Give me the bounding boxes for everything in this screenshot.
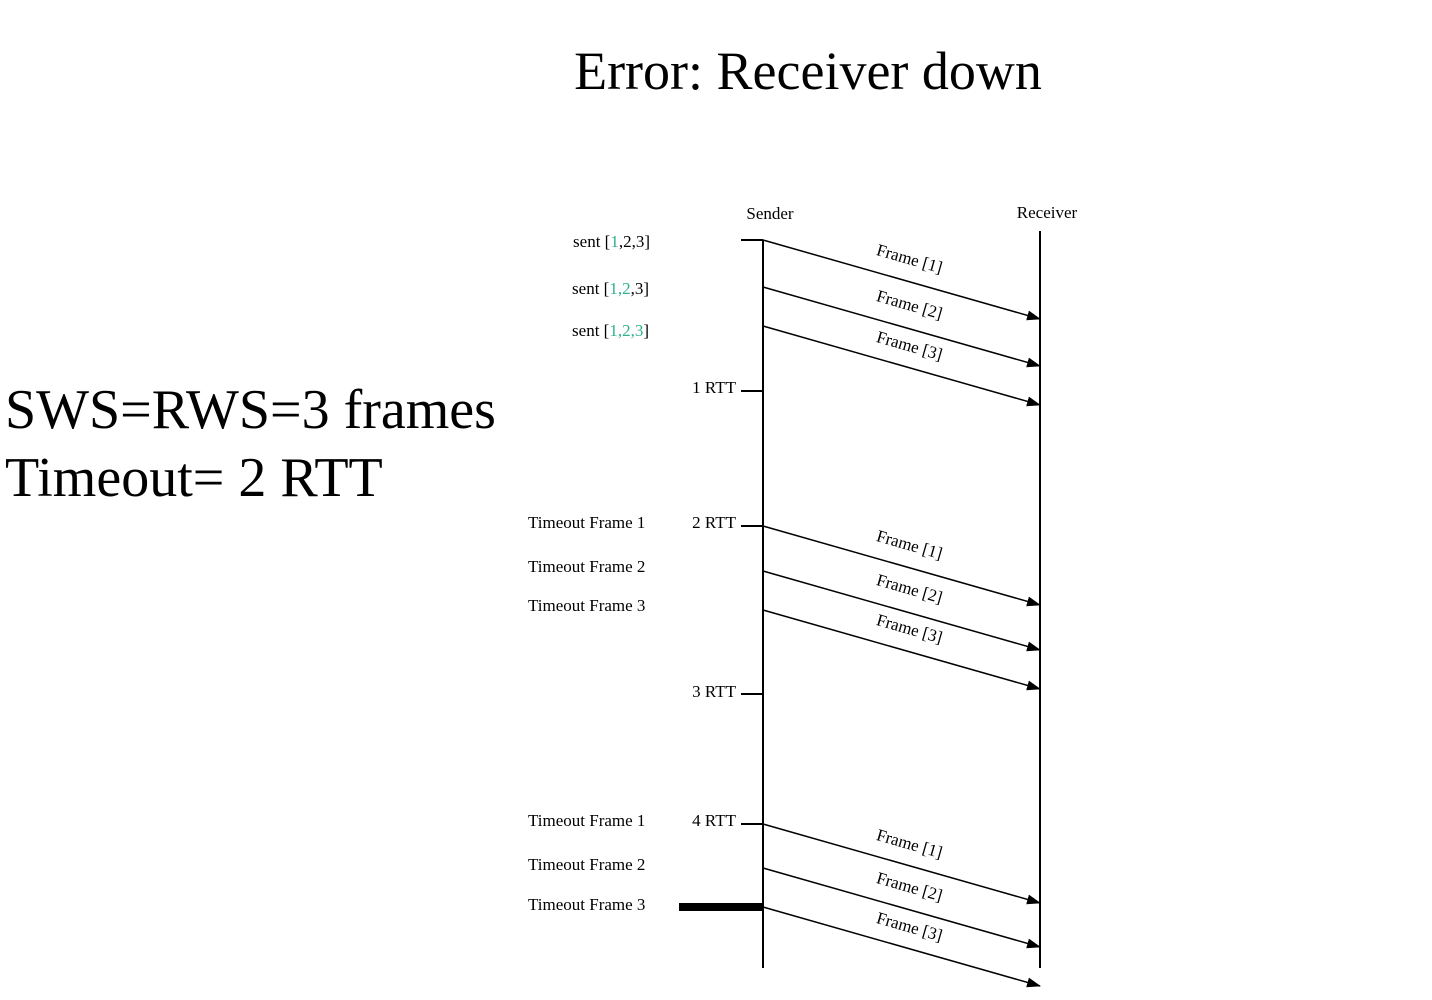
frame-label: Frame [2] xyxy=(874,570,944,607)
timeout-label: Timeout Frame 2 xyxy=(528,557,645,576)
frame-label: Frame [2] xyxy=(874,286,944,323)
rtt-label-2: 2 RTT xyxy=(692,513,736,532)
timeout-text: Timeout= 2 RTT xyxy=(5,447,383,509)
sent-label-3: sent [1,2,3] xyxy=(572,321,649,340)
frame-label: Frame [1] xyxy=(874,240,944,277)
frame-arrow xyxy=(762,570,1041,652)
frame-arrow xyxy=(762,823,1041,905)
slide-title: Error: Receiver down xyxy=(574,41,1042,101)
receiver-label: Receiver xyxy=(1017,203,1078,222)
frame-label: Frame [3] xyxy=(874,610,944,647)
frame-arrow xyxy=(762,867,1041,949)
frame-arrow xyxy=(762,906,1041,988)
rtt-label-4: 4 RTT xyxy=(692,811,736,830)
frame-arrow xyxy=(762,525,1041,607)
timeout-label: Timeout Frame 3 xyxy=(528,895,645,914)
rtt-label-3: 3 RTT xyxy=(692,682,736,701)
frame-arrow xyxy=(762,239,1041,321)
timeout-label: Timeout Frame 1 xyxy=(528,811,645,830)
frame-label: Frame [3] xyxy=(874,327,944,364)
frame-label: Frame [1] xyxy=(874,825,944,862)
frame-label: Frame [3] xyxy=(874,908,944,945)
frame-arrow xyxy=(762,609,1041,691)
timeout-label: Timeout Frame 3 xyxy=(528,596,645,615)
rtt-label-1: 1 RTT xyxy=(692,378,736,397)
timeout-label: Timeout Frame 2 xyxy=(528,855,645,874)
sent-label-2: sent [1,2,3] xyxy=(572,279,649,298)
sender-label: Sender xyxy=(746,204,794,223)
window-size-text: SWS=RWS=3 frames xyxy=(5,379,496,441)
protocol-parameters: SWS=RWS=3 frames Timeout= 2 RTT xyxy=(5,376,496,512)
sent-label-1: sent [1,2,3] xyxy=(573,232,650,251)
frame-arrow xyxy=(762,325,1041,407)
timeout-label: Timeout Frame 1 xyxy=(528,513,645,532)
frame-label: Frame [2] xyxy=(874,868,944,905)
frame-arrow xyxy=(762,286,1041,368)
frame-label: Frame [1] xyxy=(874,526,944,563)
